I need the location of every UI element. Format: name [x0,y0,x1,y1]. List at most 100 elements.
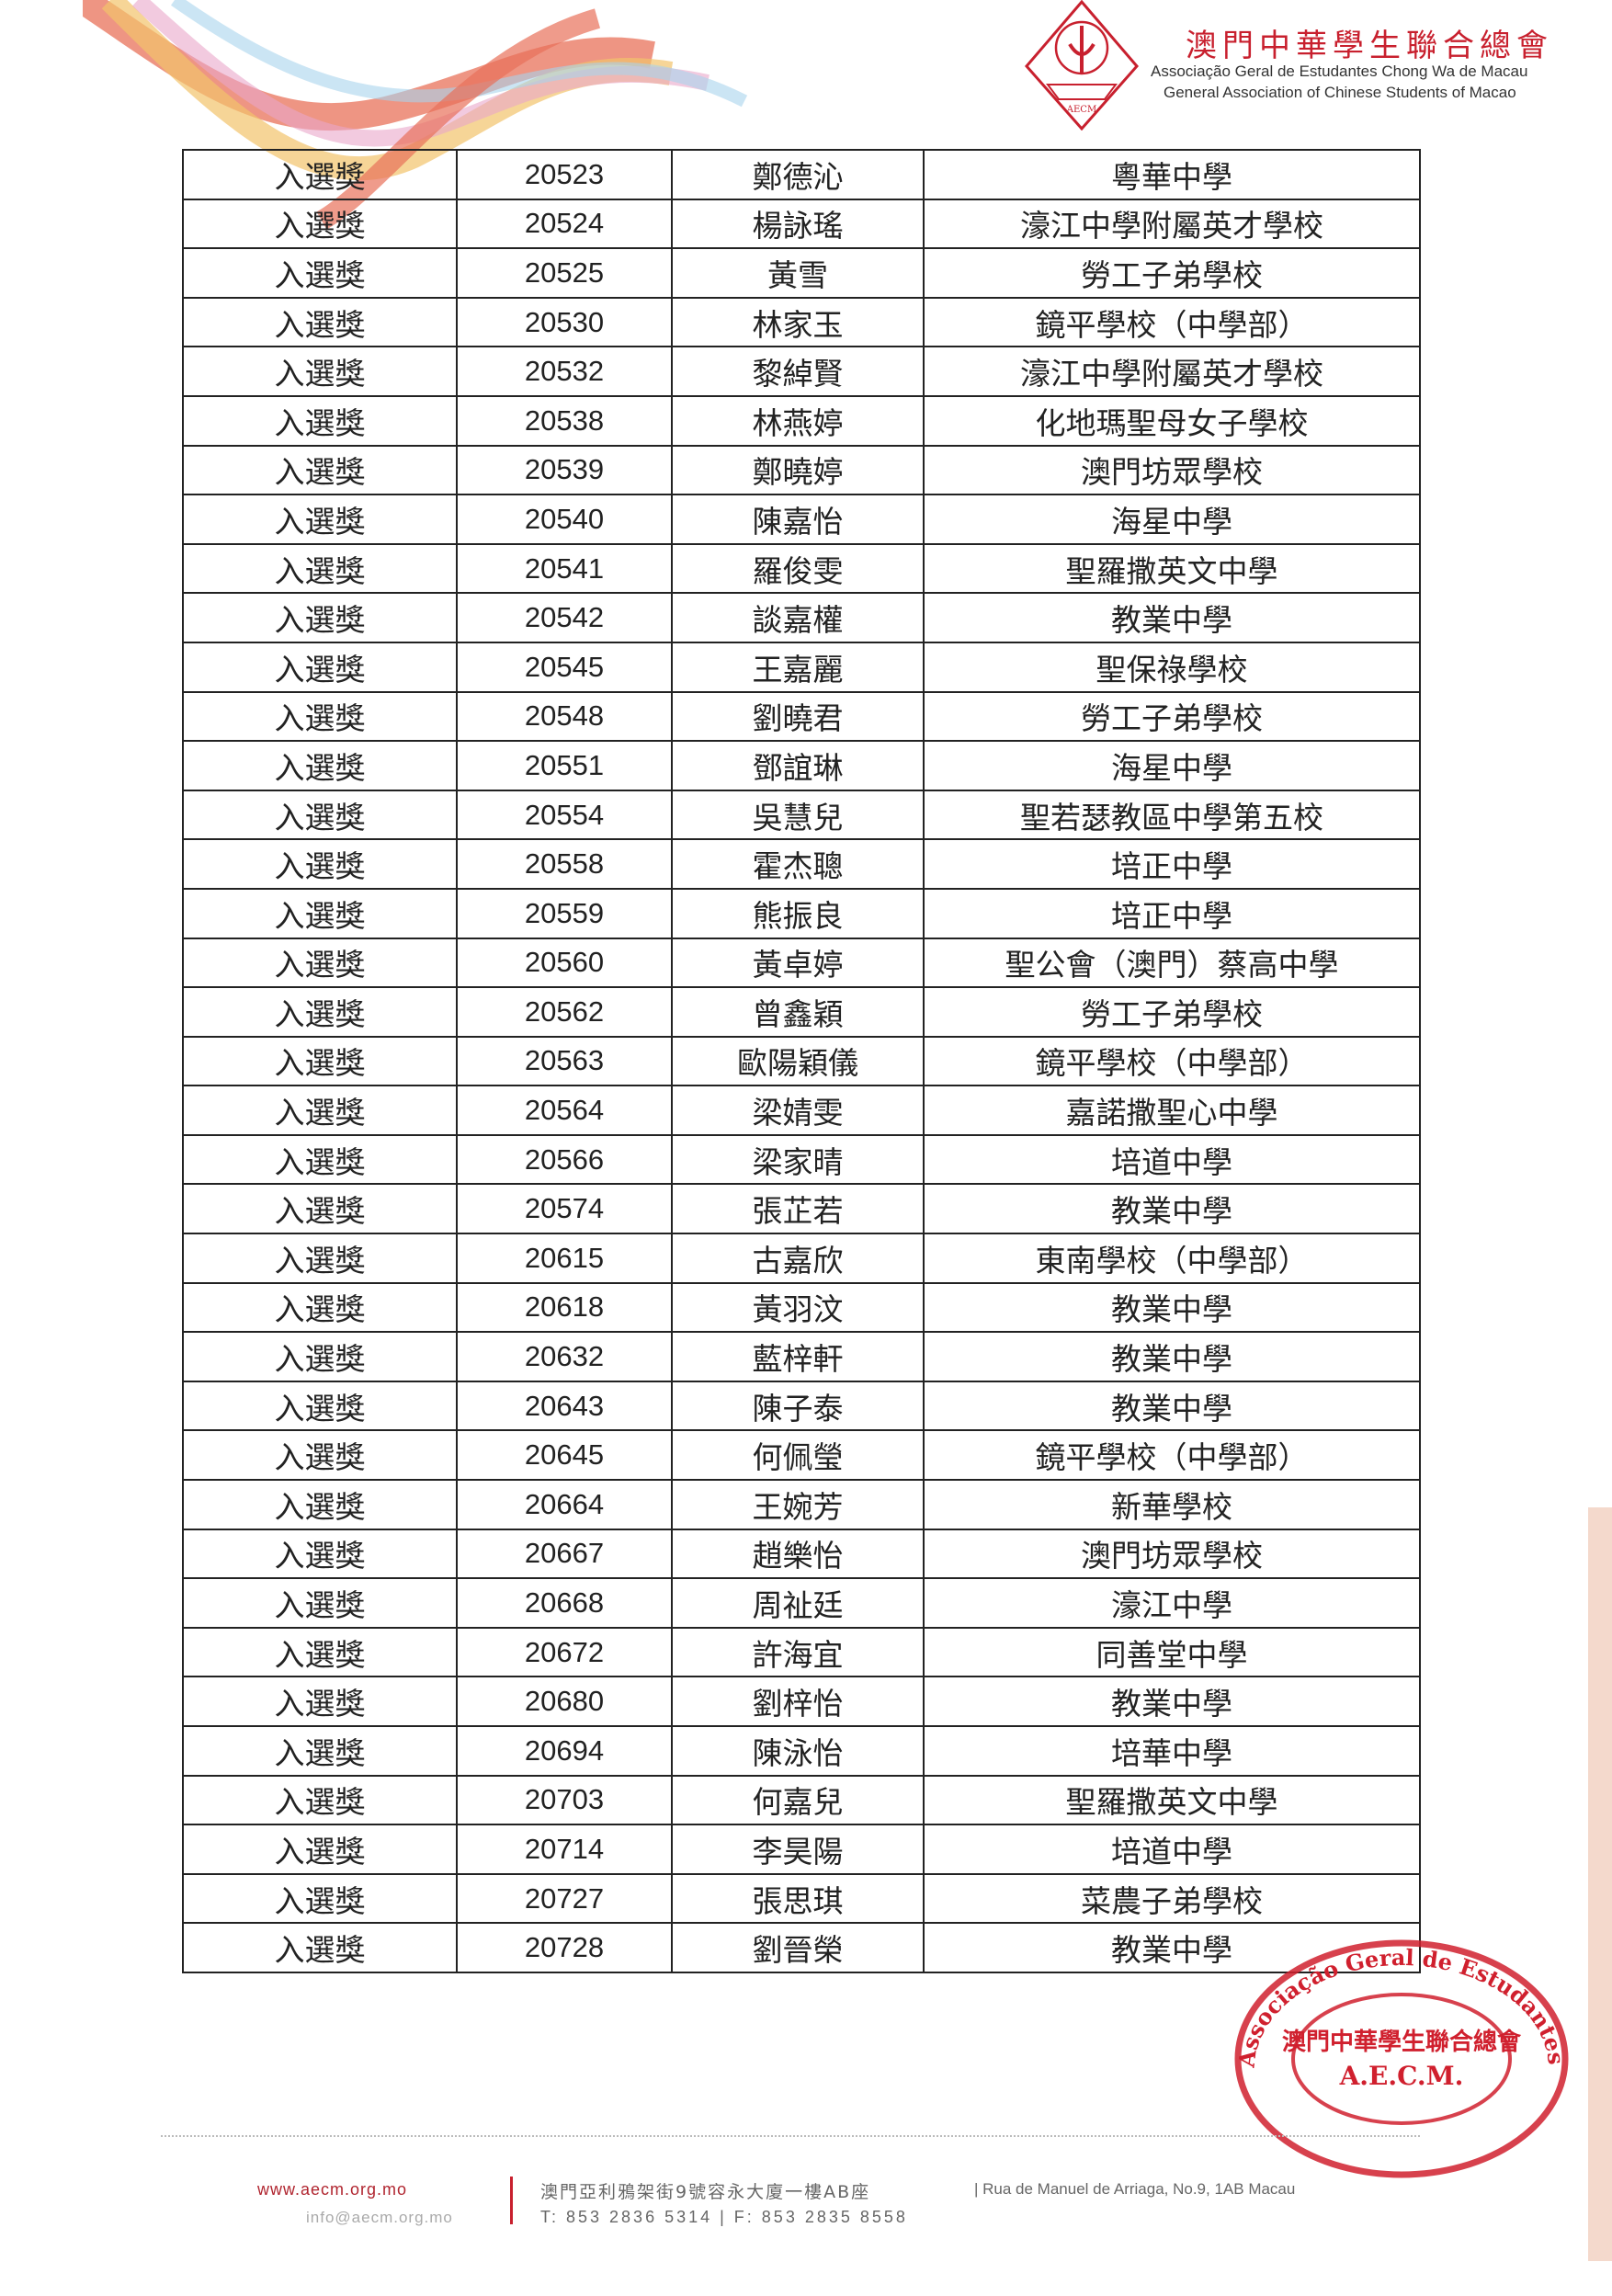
id-cell: 20525 [456,247,673,299]
id-cell: 20643 [456,1380,673,1432]
school-cell: 教業中學 [923,1331,1421,1382]
award-cell: 入選獎 [182,1626,458,1678]
school-cell: 東南學校（中學部） [923,1233,1421,1284]
school-cell: 培華中學 [923,1725,1421,1777]
name-cell: 鄭曉婷 [671,444,925,496]
table-row: 入選獎 20566 梁家晴 培道中學 [182,1133,1421,1186]
award-cell: 入選獎 [182,838,458,890]
name-cell: 周祉廷 [671,1577,925,1629]
table-row: 入選獎 20532 黎綽賢 濠江中學附屬英才學校 [182,346,1421,397]
id-cell: 20672 [456,1626,673,1678]
scan-edge-mark [1588,1507,1612,2261]
id-cell: 20645 [456,1429,673,1482]
footer-email-link[interactable]: info@aecm.org.mo [306,2209,453,2226]
school-cell: 聖公會（澳門）蔡高中學 [923,937,1421,989]
table-row: 入選獎 20524 楊詠瑤 濠江中學附屬英才學校 [182,198,1421,250]
name-cell: 許海宜 [671,1626,925,1678]
org-name-chinese: 澳門中華學生聯合總會 [1186,28,1553,64]
id-cell: 20523 [456,149,673,200]
school-cell: 勞工子弟學校 [923,986,1421,1038]
table-row: 入選獎 20728 劉晉榮 教業中學 [182,1922,1421,1973]
table-row: 入選獎 20632 藍梓軒 教業中學 [182,1331,1421,1382]
award-cell: 入選獎 [182,149,458,200]
school-cell: 培正中學 [923,838,1421,890]
name-cell: 陳子泰 [671,1380,925,1432]
id-cell: 20548 [456,690,673,743]
award-cell: 入選獎 [182,1528,458,1580]
school-cell: 培道中學 [923,1824,1421,1875]
school-cell: 教業中學 [923,1281,1421,1334]
award-cell: 入選獎 [182,1824,458,1875]
award-cell: 入選獎 [182,592,458,643]
name-cell: 古嘉欣 [671,1233,925,1284]
name-cell: 鄧誼琳 [671,740,925,791]
table-row: 入選獎 20672 許海宜 同善堂中學 [182,1626,1421,1678]
id-cell: 20618 [456,1281,673,1334]
award-cell: 入選獎 [182,1085,458,1136]
name-cell: 吳慧兒 [671,789,925,841]
table-row: 入選獎 20668 周祉廷 濠江中學 [182,1577,1421,1629]
table-row: 入選獎 20558 霍杰聰 培正中學 [182,838,1421,890]
table-row: 入選獎 20615 古嘉欣 東南學校（中學部） [182,1233,1421,1284]
id-cell: 20564 [456,1085,673,1136]
id-cell: 20554 [456,789,673,841]
name-cell: 張思琪 [671,1872,925,1925]
table-row: 入選獎 20645 何佩瑩 鏡平學校（中學部） [182,1429,1421,1482]
award-cell: 入選獎 [182,986,458,1038]
table-row: 入選獎 20540 陳嘉怡 海星中學 [182,494,1421,545]
award-cell: 入選獎 [182,1183,458,1235]
id-cell: 20615 [456,1233,673,1284]
award-cell: 入選獎 [182,887,458,939]
table-row: 入選獎 20523 鄭德沁 粵華中學 [182,149,1421,200]
id-cell: 20632 [456,1331,673,1382]
footer-phone-fax: T: 853 2836 5314 | F: 853 2835 8558 [540,2208,908,2226]
name-cell: 歐陽穎儀 [671,1035,925,1087]
name-cell: 黃羽汶 [671,1281,925,1334]
school-cell: 聖羅撒英文中學 [923,1774,1421,1826]
name-cell: 黃卓婷 [671,937,925,989]
table-row: 入選獎 20530 林家玉 鏡平學校（中學部） [182,296,1421,348]
table-row: 入選獎 20618 黃羽汶 教業中學 [182,1281,1421,1334]
name-cell: 梁家晴 [671,1133,925,1186]
award-cell: 入選獎 [182,1133,458,1186]
award-cell: 入選獎 [182,1380,458,1432]
id-cell: 20667 [456,1528,673,1580]
award-cell: 入選獎 [182,937,458,989]
award-cell: 入選獎 [182,444,458,496]
footer-website-link[interactable]: www.aecm.org.mo [257,2180,408,2199]
id-cell: 20540 [456,494,673,545]
award-cell: 入選獎 [182,394,458,447]
school-cell: 澳門坊眾學校 [923,1528,1421,1580]
award-cell: 入選獎 [182,1479,458,1530]
name-cell: 霍杰聰 [671,838,925,890]
table-row: 入選獎 20539 鄭曉婷 澳門坊眾學校 [182,444,1421,496]
school-cell: 教業中學 [923,1922,1421,1973]
school-cell: 培正中學 [923,887,1421,939]
school-cell: 濠江中學附屬英才學校 [923,198,1421,250]
school-cell: 勞工子弟學校 [923,247,1421,299]
name-cell: 陳泳怡 [671,1725,925,1777]
name-cell: 鄭德沁 [671,149,925,200]
school-cell: 粵華中學 [923,149,1421,200]
award-cell: 入選獎 [182,1035,458,1087]
name-cell: 梁婧雯 [671,1085,925,1136]
award-cell: 入選獎 [182,690,458,743]
school-cell: 海星中學 [923,740,1421,791]
award-cell: 入選獎 [182,346,458,397]
award-cell: 入選獎 [182,1233,458,1284]
id-cell: 20558 [456,838,673,890]
award-cell: 入選獎 [182,494,458,545]
school-cell: 鏡平學校（中學部） [923,1035,1421,1087]
table-row: 入選獎 20564 梁婧雯 嘉諾撒聖心中學 [182,1085,1421,1136]
award-cell: 入選獎 [182,198,458,250]
id-cell: 20664 [456,1479,673,1530]
award-cell: 入選獎 [182,1922,458,1973]
id-cell: 20694 [456,1725,673,1777]
id-cell: 20703 [456,1774,673,1826]
table-row: 入選獎 20727 張思琪 菜農子弟學校 [182,1872,1421,1925]
name-cell: 談嘉權 [671,592,925,643]
name-cell: 藍梓軒 [671,1331,925,1382]
id-cell: 20542 [456,592,673,643]
id-cell: 20551 [456,740,673,791]
school-cell: 海星中學 [923,494,1421,545]
